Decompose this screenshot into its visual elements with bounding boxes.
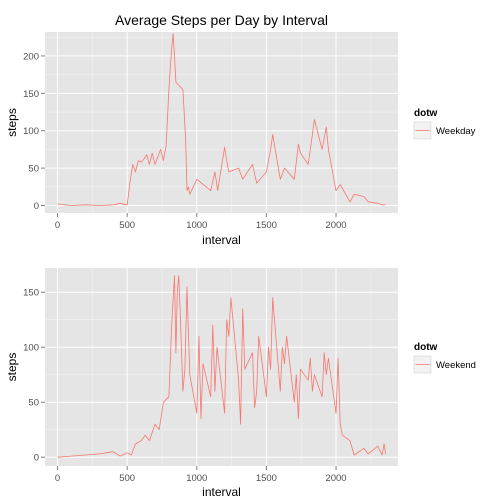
y-axis-title: steps xyxy=(5,108,19,137)
chart-panel-2: 0 500 1000 1500 2000 0 50 100 150 interval steps do… xyxy=(5,268,476,499)
legend: dotw Weekend xyxy=(413,342,476,374)
chart-panel-1: 0 500 1000 1500 2000 0 50 100 150 200 interval step… xyxy=(5,12,476,247)
y-tick-label: 150 xyxy=(23,288,39,299)
y-tick-label: 50 xyxy=(28,398,39,409)
x-tick-label: 0 xyxy=(55,473,60,484)
x-tick-label: 0 xyxy=(55,220,60,231)
legend-title: dotw xyxy=(414,108,438,119)
x-tick-label: 1500 xyxy=(256,220,277,231)
y-tick-label: 100 xyxy=(23,126,39,137)
series-line-weekday xyxy=(57,33,386,206)
legend-title: dotw xyxy=(414,342,438,353)
chart-title: Average Steps per Day by Interval xyxy=(115,12,328,28)
y-tick-label: 50 xyxy=(28,164,39,175)
legend-label-weekday: Weekday xyxy=(436,126,476,137)
x-tick-label: 2000 xyxy=(325,220,346,231)
x-tick-label: 1000 xyxy=(186,473,207,484)
plot-background xyxy=(45,32,398,213)
x-axis-title: interval xyxy=(202,485,241,499)
y-tick-label: 0 xyxy=(34,453,39,464)
series-line-weekend xyxy=(57,275,386,458)
y-tick-label: 100 xyxy=(23,343,39,354)
x-tick-label: 500 xyxy=(119,220,135,231)
y-tick-label: 200 xyxy=(23,51,39,62)
legend-label-weekend: Weekend xyxy=(436,360,476,371)
x-tick-label: 500 xyxy=(119,473,135,484)
y-tick-label: 0 xyxy=(34,201,39,212)
plot-background xyxy=(45,268,398,466)
x-tick-label: 2000 xyxy=(325,473,346,484)
x-tick-label: 1500 xyxy=(256,473,277,484)
y-tick-label: 150 xyxy=(23,89,39,100)
y-axis-title: steps xyxy=(5,353,19,382)
x-axis-title: interval xyxy=(202,233,241,247)
legend: dotw Weekday xyxy=(413,108,476,140)
x-tick-label: 1000 xyxy=(186,220,207,231)
